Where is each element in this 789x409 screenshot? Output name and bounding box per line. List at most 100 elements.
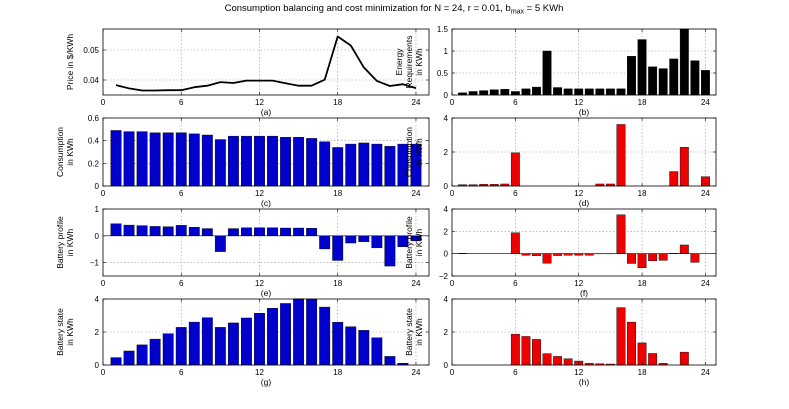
x-tick-label: 6 — [179, 368, 184, 377]
bar-f-17 — [627, 253, 636, 264]
figure-title-main: Consumption balancing and cost minimizat… — [225, 3, 511, 14]
bar-b-4 — [489, 89, 499, 96]
bar-c-4 — [149, 132, 161, 187]
axes-frame — [102, 28, 430, 96]
series-line-a — [115, 35, 417, 92]
bar-h-8 — [532, 339, 541, 366]
bar-f-22 — [679, 244, 689, 254]
y-axis-label: in KWh — [414, 138, 424, 166]
bar-c-6 — [175, 132, 187, 187]
y-tick-label: 4 — [444, 205, 449, 214]
x-tick-label: 0 — [101, 279, 106, 288]
x-tick-label: 0 — [101, 368, 106, 377]
x-tick-label: 24 — [701, 279, 710, 288]
bar-f-23 — [690, 253, 700, 263]
y-axis-label: Battery profile — [404, 216, 414, 269]
bar-b-10 — [553, 87, 563, 96]
y-tick-label: 0.6 — [88, 114, 100, 123]
x-tick-label: 24 — [412, 279, 421, 288]
bar-e-11 — [241, 227, 252, 236]
bar-h-22 — [679, 351, 689, 366]
x-tick-label: 24 — [412, 368, 421, 377]
x-tick-label: 6 — [179, 189, 184, 198]
bar-g-11 — [241, 317, 252, 366]
bar-c-3 — [136, 131, 148, 187]
bar-f-19 — [648, 253, 658, 262]
bar-c-2 — [123, 131, 135, 187]
bar-h-19 — [648, 353, 658, 366]
bar-h-16 — [616, 307, 626, 366]
y-tick-label: 4 — [95, 295, 100, 304]
panel-caption: (c) — [261, 198, 271, 208]
bar-e-20 — [358, 235, 370, 242]
bar-c-15 — [293, 137, 305, 187]
bar-g-21 — [371, 337, 383, 366]
bar-e-3 — [136, 225, 148, 236]
bar-e-9 — [214, 235, 226, 252]
x-tick-label: 18 — [333, 279, 342, 288]
bar-c-22 — [384, 146, 396, 187]
panel-caption: (g) — [261, 377, 272, 387]
y-tick-label: 0 — [95, 182, 100, 191]
figure-title: Consumption balancing and cost minimizat… — [225, 3, 564, 16]
x-tick-label: 6 — [513, 189, 518, 198]
x-tick-label: 18 — [333, 189, 342, 198]
figure-title-subscript: max — [511, 9, 525, 16]
x-tick-label: 18 — [638, 368, 647, 377]
bar-e-1 — [110, 223, 122, 237]
bar-c-21 — [371, 143, 383, 187]
bar-e-18 — [332, 235, 344, 261]
bar-b-22 — [679, 28, 689, 96]
bar-e-22 — [384, 235, 396, 267]
x-tick-label: 24 — [701, 189, 710, 198]
bar-g-6 — [175, 327, 187, 366]
bar-f-6 — [510, 232, 520, 254]
bar-g-12 — [254, 312, 265, 366]
y-tick-label: 0.04 — [83, 76, 99, 85]
bar-b-20 — [658, 68, 668, 96]
y-axis-label: in KWh — [414, 318, 424, 346]
bar-h-10 — [553, 356, 563, 366]
bar-c-12 — [254, 135, 265, 187]
bar-e-12 — [254, 227, 265, 236]
bar-b-15 — [605, 88, 615, 96]
bar-f-18 — [637, 253, 647, 268]
bar-e-4 — [149, 226, 161, 236]
y-tick-label: 0 — [444, 250, 449, 259]
bar-b-2 — [468, 91, 478, 96]
y-axis-label: Battery state — [404, 308, 414, 356]
bar-c-18 — [332, 147, 344, 187]
bar-c-7 — [188, 133, 200, 187]
figure-title-tail: = 5 KWh — [524, 3, 563, 14]
bar-f-16 — [616, 214, 626, 254]
y-axis-label: in KWh — [414, 229, 424, 257]
chart-panel-b: 0 6 12 18 24 0 0.5 1 1.5 (b) Energy Requirements in … — [394, 25, 717, 117]
y-axis-label: in KWh — [65, 229, 75, 257]
y-axis-label: Consumption — [404, 127, 414, 177]
bar-e-2 — [123, 224, 135, 237]
y-axis-label: Requirements — [404, 36, 414, 89]
bar-f-9 — [542, 253, 552, 264]
bar-g-10 — [227, 322, 239, 366]
y-tick-label: 0.5 — [437, 69, 449, 78]
bar-g-8 — [201, 317, 213, 366]
bar-c-1 — [110, 130, 122, 187]
y-tick-label: 2 — [444, 148, 449, 157]
x-tick-label: 18 — [638, 98, 647, 107]
bar-e-17 — [319, 235, 331, 250]
bar-b-9 — [542, 50, 552, 96]
bar-e-16 — [306, 228, 318, 237]
bar-b-8 — [532, 86, 541, 96]
x-tick-label: 6 — [513, 368, 518, 377]
y-tick-label: 0.2 — [88, 159, 100, 168]
y-tick-label: 0 — [444, 182, 449, 191]
bar-g-4 — [149, 338, 161, 366]
bar-c-8 — [201, 134, 213, 187]
y-tick-label: −2 — [439, 272, 449, 281]
panel-caption: (f) — [580, 288, 588, 298]
bar-d-6 — [510, 152, 520, 187]
bar-e-15 — [293, 227, 305, 236]
bar-g-3 — [136, 344, 148, 366]
bar-g-16 — [306, 298, 318, 366]
